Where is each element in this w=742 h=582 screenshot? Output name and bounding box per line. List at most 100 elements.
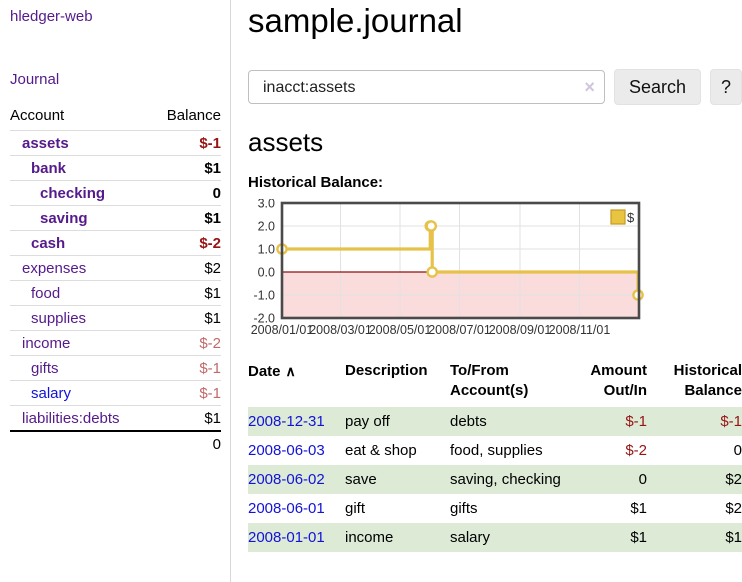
svg-text:2008/09/01: 2008/09/01 [489,323,552,337]
account-row: cash $-2 [10,230,221,256]
transaction-date-link[interactable]: 2008-06-02 [248,471,325,488]
svg-text:2008/07/01: 2008/07/01 [428,323,491,337]
account-row: expenses $2 [10,255,221,281]
svg-text:-1.0: -1.0 [253,289,275,303]
transaction-description: pay off [345,413,390,430]
transaction-balance: $-1 [720,413,742,430]
account-balance: $-1 [199,134,221,152]
account-row: assets $-1 [10,130,221,156]
account-row: supplies $1 [10,305,221,331]
transaction-balance: 0 [733,442,742,459]
account-balance: $1 [204,159,221,177]
account-heading: assets [248,127,324,157]
register-col-amount-out-in: Amount Out/In [590,362,647,399]
account-balance: 0 [212,184,221,202]
sort-ascending-icon: ∧ [285,363,296,379]
search-row: × Search ? [248,69,742,105]
sidebar-account-link[interactable]: supplies [31,309,87,327]
transaction-amount: $1 [630,500,647,517]
transaction-description: gift [345,500,366,517]
transaction-amount: $1 [630,529,647,546]
register-table: Date ∧ Description To/From Account(s) Amount… [248,359,742,552]
accounts-col-balance: Balance [166,107,221,124]
account-balance: $1 [204,284,221,302]
sidebar-account-link[interactable]: checking [40,184,106,202]
account-row: gifts $-1 [10,355,221,381]
sidebar-account-link[interactable]: cash [31,234,66,252]
svg-text:3.0: 3.0 [258,199,275,211]
account-row: checking 0 [10,180,221,206]
svg-text:2008/11/01: 2008/11/01 [549,323,611,337]
chart-label: Historical Balance: [248,174,384,191]
svg-text:2.0: 2.0 [258,220,275,234]
account-row: bank $1 [10,155,221,181]
transaction-amount: $-1 [625,413,647,430]
svg-text:1.0: 1.0 [258,243,275,257]
sidebar-account-link[interactable]: saving [40,209,88,227]
sidebar-account-link[interactable]: liabilities:debts [22,409,120,427]
transaction-amount: $-2 [625,442,647,459]
main-content: sample.journal × Search ? assets Histori… [231,0,742,582]
account-balance: $-2 [199,234,221,252]
register-col-to-from-account-s-: To/From Account(s) [450,362,529,399]
accounts-table: Account Balance assets $-1 bank $1 checking 0… [10,104,221,456]
account-balance: $2 [204,259,221,277]
sidebar-account-link[interactable]: expenses [22,259,87,277]
sidebar-account-link[interactable]: income [22,334,71,352]
historical-balance-chart-svg: $3.0 2.0 1.0 0.0 -1.0 -2.02008/01/012008/03/0… [251,197,644,337]
sidebar-item-journal[interactable]: Journal [10,71,60,88]
clear-search-icon[interactable]: × [584,77,595,97]
account-balance: $1 [204,409,221,427]
account-balance: $1 [204,209,221,227]
transaction-balance: $2 [725,471,742,488]
svg-text:2008/05/01: 2008/05/01 [369,323,432,337]
sidebar-account-link[interactable]: gifts [31,359,59,377]
transaction-date-link[interactable]: 2008-06-03 [248,442,325,459]
register-col-date[interactable]: Date ∧ [248,363,296,380]
accounts-total-row: 0 [10,430,221,456]
svg-text:$: $ [627,210,635,225]
transaction-date-link[interactable]: 2008-12-31 [248,413,325,430]
table-row: 2008-12-31 pay off debts $-1 $-1 [248,407,742,436]
account-row: saving $1 [10,205,221,231]
table-row: 2008-01-01 income salary $1 $1 [248,523,742,552]
account-balance: $-2 [199,334,221,352]
transaction-date-link[interactable]: 2008-06-01 [248,500,325,517]
help-button[interactable]: ? [709,69,742,105]
historical-balance-chart: $3.0 2.0 1.0 0.0 -1.0 -2.0 2008/01/01 2008/03/0… [248,197,742,345]
table-row: 2008-06-02 save saving, checking 0 $2 [248,465,742,494]
register-col-description: Description [345,362,428,379]
transaction-balance: $2 [725,500,742,517]
sidebar-account-link[interactable]: food [31,284,61,302]
account-row: income $-2 [10,330,221,356]
transaction-description: save [345,471,377,488]
sidebar-account-link[interactable]: assets [22,134,69,152]
account-balance: $-1 [199,359,221,377]
table-row: 2008-06-03 eat & shop food, supplies $-2 0 [248,436,742,465]
account-row: salary $-1 [10,380,221,406]
search-button[interactable]: Search [613,69,701,105]
accounts-total-value: 0 [151,430,221,456]
transaction-balance: $1 [725,529,742,546]
sidebar-account-link[interactable]: salary [31,384,72,402]
search-box: × [248,70,605,105]
transaction-date-link[interactable]: 2008-01-01 [248,529,325,546]
sidebar-account-link[interactable]: bank [31,159,67,177]
register-col-historical-balance: Historical Balance [673,362,742,399]
search-input[interactable] [261,71,595,105]
transaction-accounts: saving, checking [450,471,561,488]
transaction-description: eat & shop [345,442,417,459]
transaction-accounts: gifts [450,500,478,517]
transaction-accounts: food, supplies [450,442,543,459]
svg-text:2008/01/01: 2008/01/01 [251,323,314,337]
page-title: sample.journal [248,2,463,39]
accounts-col-account: Account [10,107,65,124]
svg-text:0.0: 0.0 [258,266,275,280]
account-balance: $-1 [199,384,221,402]
account-row: liabilities:debts $1 [10,405,221,432]
sidebar: hledger-web Journal Account Balance asse… [0,0,231,582]
account-row: food $1 [10,280,221,306]
transaction-accounts: salary [450,529,491,546]
app-title-link[interactable]: hledger-web [10,8,93,25]
